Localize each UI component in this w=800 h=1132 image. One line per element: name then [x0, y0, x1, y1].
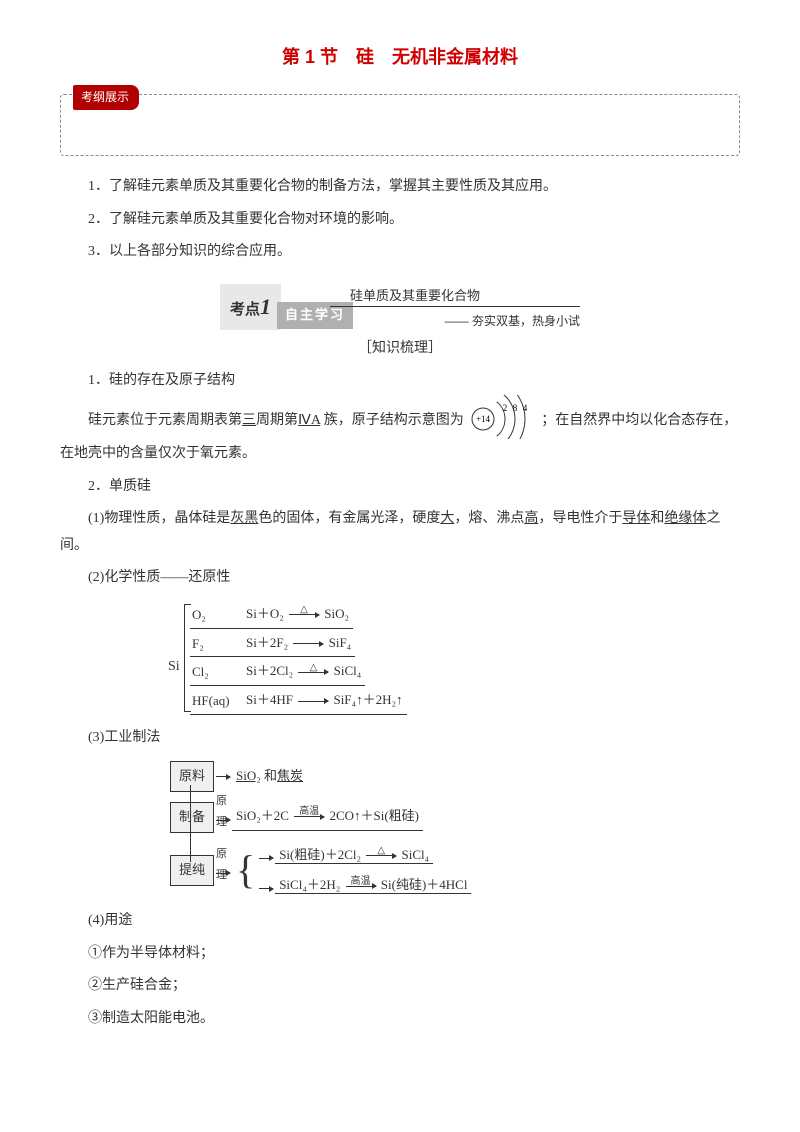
- use-1: ①作为半导体材料；: [60, 941, 740, 968]
- outline-item-1: 1．了解硅元素单质及其重要化合物的制备方法，掌握其主要性质及其应用。: [60, 174, 740, 201]
- key-point-label: 考点: [230, 301, 260, 318]
- section-2-3: (3)工业制法: [60, 725, 740, 752]
- reaction-diagram: Si O₂Si＋O₂ △ SiO₂F₂Si＋2F₂ SiF₄Cl₂Si＋2Cl₂…: [190, 602, 740, 715]
- section-1-body: 硅元素位于元素周期表第三周期第ⅣA 族，原子结构示意图为 +14284 ；在自然…: [60, 401, 740, 468]
- key-point-subtitle: —— 夯实双基，热身小试: [445, 310, 580, 333]
- knowledge-summary-label: ［知识梳理］: [60, 336, 740, 363]
- key-point-topic: 硅单质及其重要化合物: [350, 284, 480, 309]
- section-2-2: (2)化学性质——还原性: [60, 565, 740, 592]
- section-2-heading: 2．单质硅: [60, 474, 740, 501]
- atom-structure-diagram: +14 284: [469, 401, 539, 441]
- svg-text:2: 2: [503, 403, 508, 413]
- outline-item-3: 3．以上各部分知识的综合应用。: [60, 239, 740, 266]
- si-label: Si: [168, 654, 180, 681]
- exam-outline-tag: 考纲展示: [73, 85, 139, 110]
- section-2-1: (1)物理性质，晶体硅是灰黑色的固体，有金属光泽，硬度大，熔、沸点高，导电性介于…: [60, 506, 740, 559]
- svg-text:4: 4: [523, 403, 528, 413]
- chapter-title: 第 1 节 硅 无机非金属材料: [60, 40, 740, 74]
- exam-outline-box: 考纲展示: [60, 94, 740, 156]
- svg-text:+14: +14: [476, 414, 491, 424]
- svg-text:8: 8: [513, 403, 518, 413]
- use-2: ②生产硅合金；: [60, 973, 740, 1000]
- process-diagram: 原料SiO₂ 和焦炭制备原理SiO₂＋2C 高温 2CO↑＋Si(粗硅)提纯原理…: [170, 761, 740, 898]
- outline-item-2: 2．了解硅元素单质及其重要化合物对环境的影响。: [60, 207, 740, 234]
- use-3: ③制造太阳能电池。: [60, 1006, 740, 1033]
- key-point-header: 考点1 自主学习 硅单质及其重要化合物 —— 夯实双基，热身小试: [60, 284, 740, 330]
- section-1-heading: 1．硅的存在及原子结构: [60, 368, 740, 395]
- key-point-number: 1: [260, 294, 271, 319]
- section-2-4-heading: (4)用途: [60, 908, 740, 935]
